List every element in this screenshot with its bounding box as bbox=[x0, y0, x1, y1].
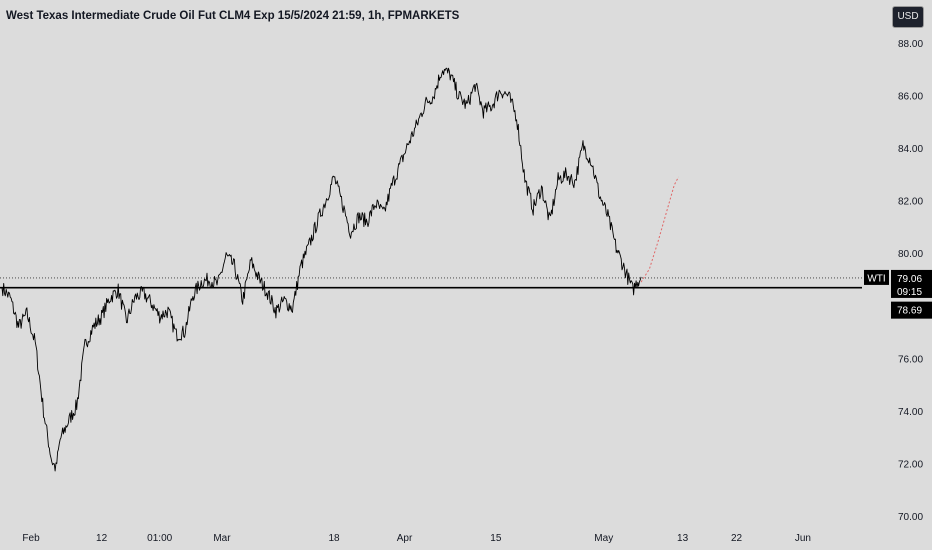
projection-line bbox=[640, 176, 679, 283]
y-tick-label: 86.00 bbox=[898, 92, 923, 103]
y-tick-label: 84.00 bbox=[898, 144, 923, 155]
price-label: 79.06 bbox=[897, 274, 922, 285]
x-tick-label: 22 bbox=[731, 533, 743, 544]
x-tick-label: Feb bbox=[22, 533, 40, 544]
price-label-bg bbox=[891, 269, 932, 298]
chart-title: West Texas Intermediate Crude Oil Fut CL… bbox=[6, 10, 460, 22]
y-tick-label: 82.00 bbox=[898, 197, 923, 208]
x-tick-label: 12 bbox=[96, 533, 108, 544]
y-tick-label: 88.00 bbox=[898, 39, 923, 50]
x-tick-label: Apr bbox=[397, 533, 413, 544]
symbol-label: WTI bbox=[867, 273, 885, 284]
y-tick-label: 74.00 bbox=[898, 407, 923, 418]
x-tick-label: 13 bbox=[677, 533, 689, 544]
y-tick-label: 70.00 bbox=[898, 512, 923, 523]
x-tick-label: May bbox=[594, 533, 613, 544]
symbol-label-bg bbox=[864, 269, 889, 285]
x-tick-label: 15 bbox=[490, 533, 502, 544]
currency-button[interactable]: USD bbox=[892, 6, 924, 28]
x-tick-label: 18 bbox=[328, 533, 340, 544]
x-tick-label: Mar bbox=[213, 533, 231, 544]
y-tick-label: 76.00 bbox=[898, 354, 923, 365]
x-tick-label: Jun bbox=[795, 533, 811, 544]
level-label: 78.69 bbox=[897, 306, 922, 317]
x-tick-label: 01:00 bbox=[147, 533, 172, 544]
y-tick-label: 80.00 bbox=[898, 249, 923, 260]
price-series-line bbox=[1, 67, 642, 472]
level-label-bg bbox=[891, 301, 932, 319]
countdown-label: 09:15 bbox=[897, 287, 922, 298]
y-tick-label: 72.00 bbox=[898, 459, 923, 470]
